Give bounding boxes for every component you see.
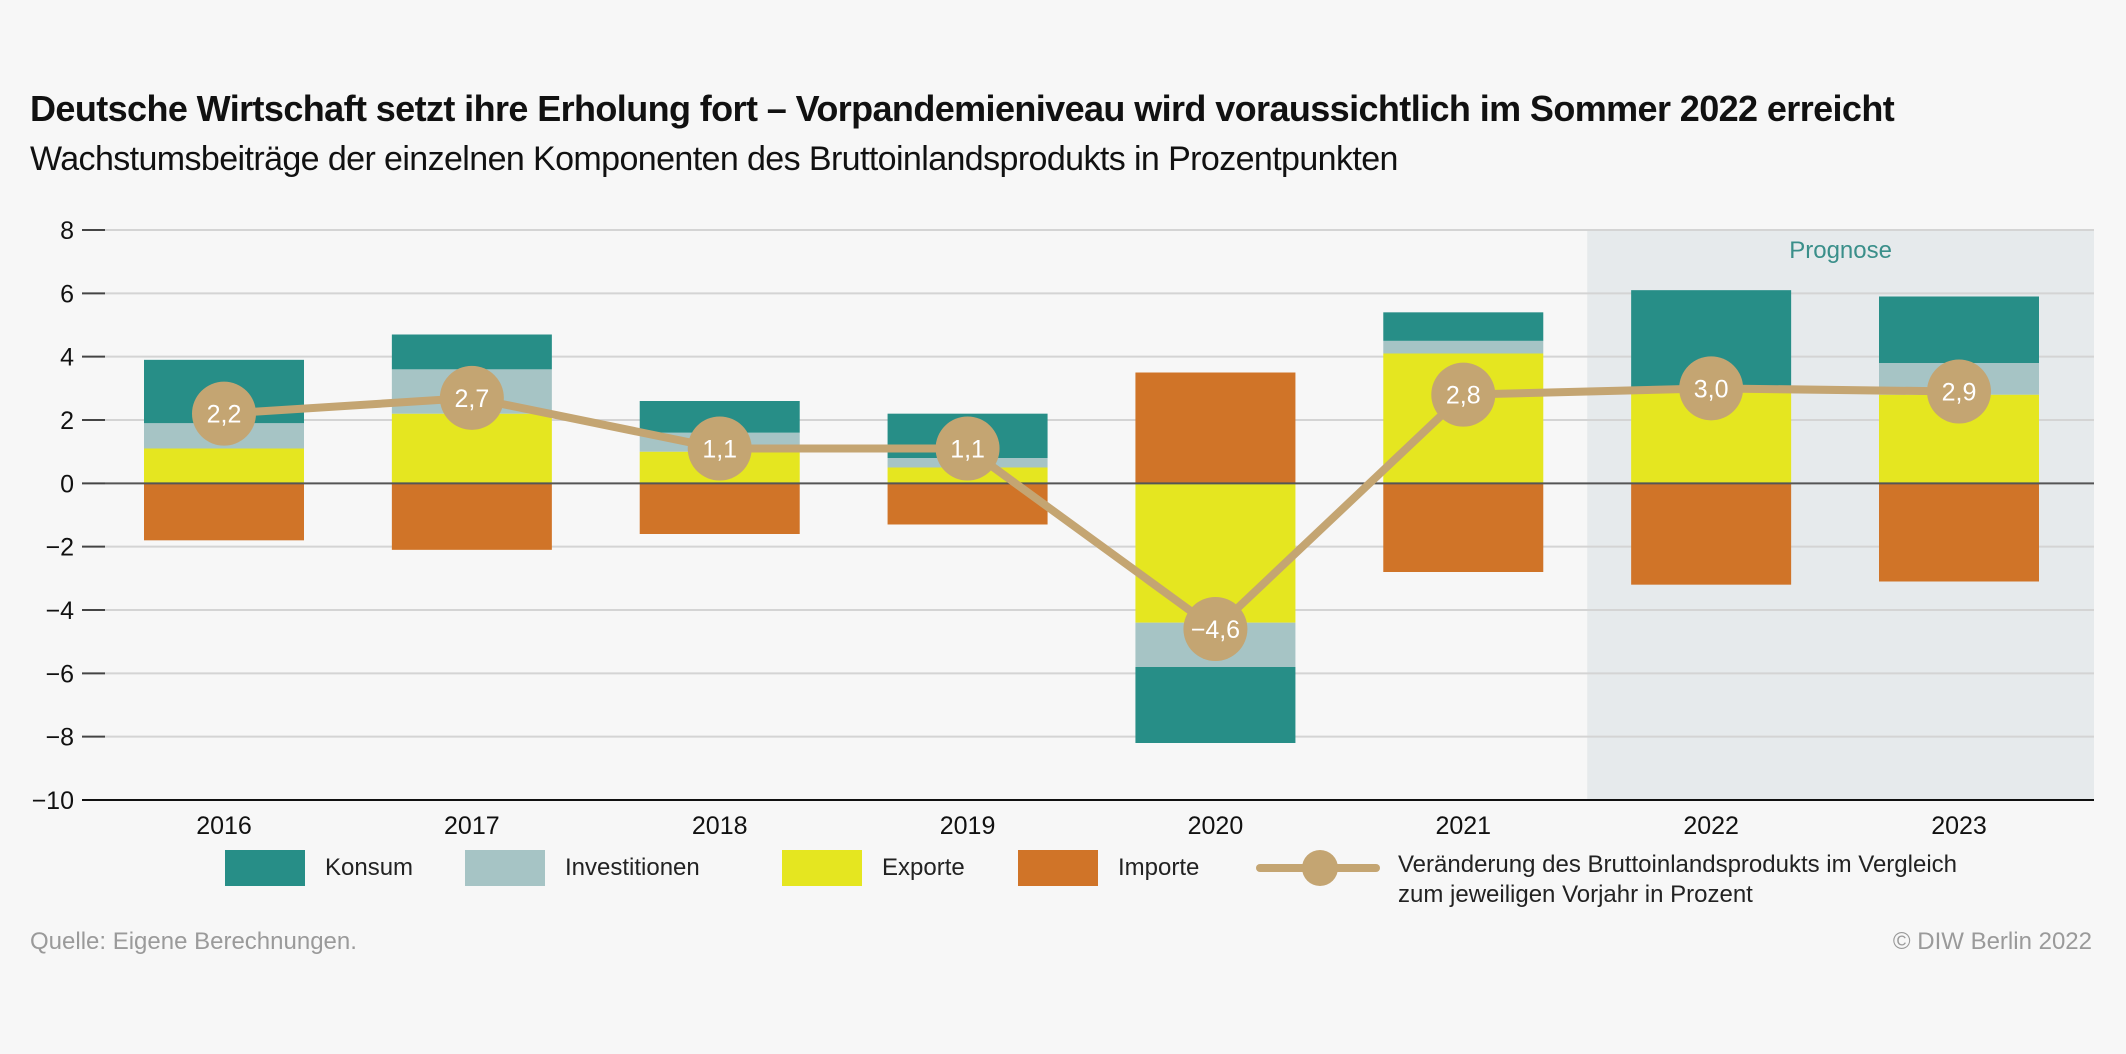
gdp-data-label: 1,1 xyxy=(950,436,985,464)
bar-konsum-2020 xyxy=(1135,667,1296,743)
gdp-point-2023 xyxy=(1927,359,1991,424)
bar-exporte-2016 xyxy=(144,448,304,484)
x-tick-label: 2019 xyxy=(940,812,996,840)
gdp-data-label: 2,7 xyxy=(454,385,489,413)
gdp-point-2021 xyxy=(1431,362,1496,427)
gdp-point-2017 xyxy=(439,365,504,430)
x-tick-label: 2016 xyxy=(196,812,252,840)
gdp-point-2020 xyxy=(1183,597,1248,661)
y-tick-label: −4 xyxy=(45,597,74,625)
bar-importe-2022 xyxy=(1631,483,1792,585)
y-tick-label: −2 xyxy=(45,534,74,562)
y-tick-label: −6 xyxy=(45,660,74,688)
chart-title: Deutsche Wirtschaft setzt ihre Erholung … xyxy=(30,88,1895,129)
gdp-data-label: 3,0 xyxy=(1694,375,1729,403)
x-tick-label: 2021 xyxy=(1435,812,1491,840)
forecast-label: Prognose xyxy=(1789,237,1892,264)
legend-item-investitionen: Investitionen xyxy=(465,850,700,886)
legend-label-importe: Importe xyxy=(1118,854,1200,881)
copyright-note: © DIW Berlin 2022 xyxy=(1892,928,2092,955)
gdp-point-2019 xyxy=(935,416,1000,481)
bar-importe-2023 xyxy=(1879,483,2039,582)
legend: Konsum Investitionen Exporte Importe Ver… xyxy=(0,850,2126,920)
chart-subtitle: Wachstumsbeiträge der einzelnen Komponen… xyxy=(30,140,1398,178)
gdp-data-label: 2,8 xyxy=(1446,382,1481,410)
x-tick-label: 2017 xyxy=(444,812,500,840)
gdp-point-2016 xyxy=(192,381,256,446)
y-tick-label: 4 xyxy=(60,344,74,372)
legend-label-gdp-line-2: zum jeweiligen Vorjahr in Prozent xyxy=(1398,881,1753,908)
legend-swatch-konsum xyxy=(225,850,305,886)
gdp-data-label: 2,2 xyxy=(207,401,242,429)
legend-label-exporte: Exporte xyxy=(882,854,965,881)
y-tick-label: 2 xyxy=(60,407,74,435)
y-tick-label: 0 xyxy=(60,470,74,498)
gdp-data-label: −4,6 xyxy=(1191,616,1240,644)
legend-swatch-importe xyxy=(1018,850,1098,886)
gdp-data-label: 1,1 xyxy=(702,436,737,464)
bar-importe-2017 xyxy=(391,483,552,550)
bar-konsum-2017 xyxy=(391,334,552,370)
bar-konsum-2021 xyxy=(1383,312,1544,341)
y-tick-label: −10 xyxy=(32,787,74,815)
x-tick-label: 2022 xyxy=(1683,812,1739,840)
legend-label-gdp-line-1: Veränderung des Bruttoinlandsprodukts im… xyxy=(1398,851,1958,878)
legend-item-konsum: Konsum xyxy=(225,850,413,886)
x-tick-label: 2023 xyxy=(1931,812,1987,840)
stacked-bar-chart: Prognose 8 6 4 2 0 −2 −4 −6 −8 −10 2016 2017 2018 201… xyxy=(32,217,2094,840)
legend-label-gdp-line: Veränderung des Bruttoinlandsprodukts im… xyxy=(1398,850,2018,910)
gdp-line xyxy=(223,384,1960,633)
source-note: Quelle: Eigene Berechnungen. xyxy=(30,928,357,955)
bar-importe-2020 xyxy=(1135,372,1296,484)
bar-konsum-2023 xyxy=(1879,296,2039,363)
legend-swatch-investitionen xyxy=(465,850,545,886)
gdp-point-2022 xyxy=(1679,356,1744,421)
y-tick-label: −8 xyxy=(45,724,74,752)
legend-label-investitionen: Investitionen xyxy=(565,854,700,881)
legend-label-konsum: Konsum xyxy=(325,854,414,881)
x-tick-label: 2020 xyxy=(1188,812,1244,840)
gdp-data-label: 2,9 xyxy=(1942,379,1977,407)
legend-item-gdp-line: Veränderung des Bruttoinlandsprodukts im… xyxy=(1256,850,2018,910)
bar-importe-2016 xyxy=(144,483,304,541)
bar-importe-2018 xyxy=(639,483,800,534)
y-tick-label: 6 xyxy=(60,280,74,308)
gdp-point-2018 xyxy=(687,416,752,481)
x-tick-label: 2018 xyxy=(692,812,748,840)
bar-importe-2021 xyxy=(1383,483,1544,572)
legend-item-importe: Importe xyxy=(1018,850,1199,886)
legend-swatch-exporte xyxy=(782,850,862,886)
legend-swatch-gdp-line xyxy=(1256,850,1380,886)
bar-investitionen-2021 xyxy=(1383,340,1544,354)
y-tick-label: 8 xyxy=(60,217,74,245)
legend-item-exporte: Exporte xyxy=(782,850,965,886)
